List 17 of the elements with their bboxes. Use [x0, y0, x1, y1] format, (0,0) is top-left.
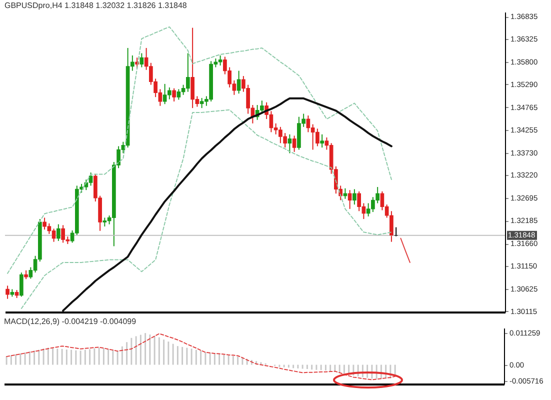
candlestick — [292, 135, 296, 152]
line-series — [62, 97, 392, 312]
candlestick — [6, 285, 10, 300]
candlestick — [140, 52, 144, 68]
candlestick — [172, 88, 176, 102]
chart-title: MACD(12,26,9) -0.004219 -0.004099 — [4, 317, 137, 326]
candlestick — [352, 188, 356, 206]
candlestick — [56, 224, 60, 242]
candlestick — [236, 70, 241, 94]
chart-title: GBPUSDpro,H4 1.31848 1.32032 1.31826 1.31848 — [4, 1, 188, 10]
line-series — [20, 109, 392, 309]
candlestick — [320, 134, 324, 148]
line-series — [6, 333, 396, 380]
candlestick — [348, 190, 352, 210]
candlestick — [20, 272, 24, 298]
line-series — [7, 26, 392, 274]
candlestick — [288, 134, 292, 154]
